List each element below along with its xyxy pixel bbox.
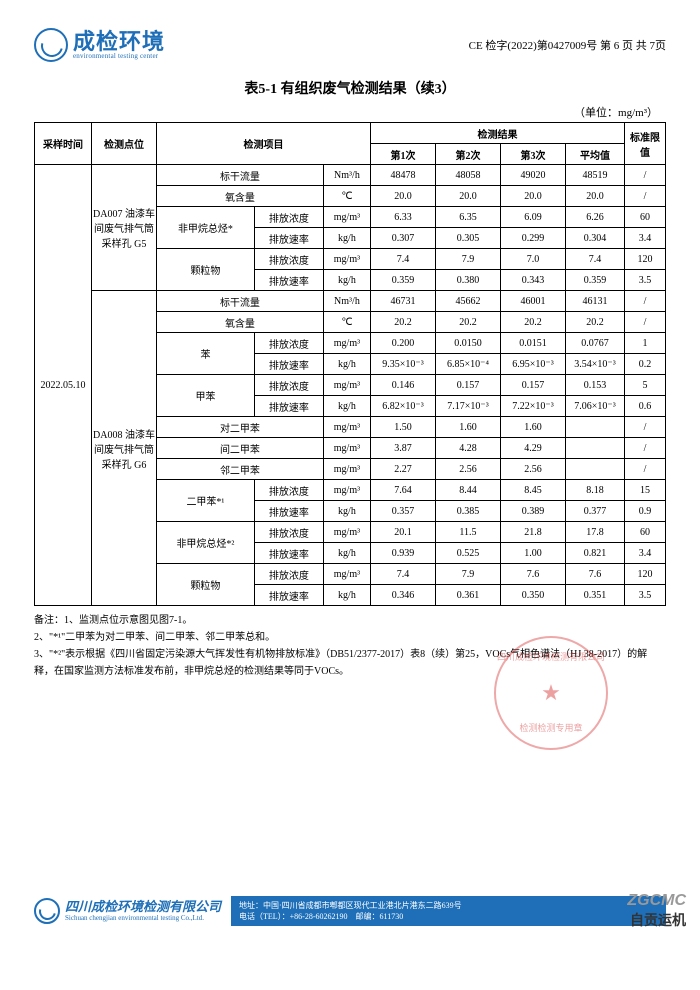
- watermark-logo: ZGCMC: [627, 892, 686, 910]
- col-item: 检测项目: [157, 123, 371, 165]
- footer-contact: 地址：中国·四川省成都市郫都区现代工业港北片港东二路639号 电话（TEL）：+…: [231, 896, 666, 926]
- footer-company-en: Sichuan chengjian environmental testing …: [65, 914, 221, 922]
- table-row: DA008 油漆车间废气排气筒采样孔 G6 标干流量Nm³/h467314566…: [35, 291, 666, 312]
- note-1: 备注：1、监测点位示意图见图7-1。: [34, 612, 666, 629]
- logo: 成检环境 environmental testing center: [34, 28, 165, 62]
- footer-company-cn: 四川成检环境检测有限公司: [65, 899, 221, 915]
- logo-icon: [34, 28, 68, 62]
- table-row: 采样时间 检测点位 检测项目 检测结果 标准限值: [35, 123, 666, 144]
- col-results: 检测结果: [371, 123, 625, 144]
- company-name-cn: 成检环境: [73, 31, 165, 53]
- unit-label: （单位：mg/m³）: [34, 104, 666, 120]
- company-name-en: environmental testing center: [73, 53, 165, 60]
- footer-logo: 四川成检环境检测有限公司 Sichuan chengjian environme…: [34, 898, 221, 924]
- page: 成检环境 environmental testing center CE 检字(…: [0, 0, 700, 940]
- col-location: 检测点位: [92, 123, 157, 165]
- logo-icon: [34, 898, 60, 924]
- star-icon: ★: [541, 680, 561, 706]
- watermark: ZGCMC 自贡运机: [627, 892, 686, 930]
- footer: 四川成检环境检测有限公司 Sichuan chengjian environme…: [34, 896, 666, 926]
- stamp-icon: 四川成检环境检测有限公司 ★ 检测检测专用章: [494, 636, 608, 750]
- table-row: 2022.05.10 DA007 油漆车间废气排气筒采样孔 G5 标干流量Nm³…: [35, 165, 666, 186]
- results-table: 采样时间 检测点位 检测项目 检测结果 标准限值 第1次第2次第3次平均值 20…: [34, 122, 666, 606]
- header: 成检环境 environmental testing center CE 检字(…: [34, 28, 666, 62]
- table-title: 表5-1 有组织废气检测结果（续3）: [244, 82, 455, 97]
- col-time: 采样时间: [35, 123, 92, 165]
- watermark-text: 自贡运机: [627, 910, 686, 930]
- document-number: CE 检字(2022)第0427009号 第 6 页 共 7页: [469, 37, 666, 53]
- col-limit: 标准限值: [625, 123, 666, 165]
